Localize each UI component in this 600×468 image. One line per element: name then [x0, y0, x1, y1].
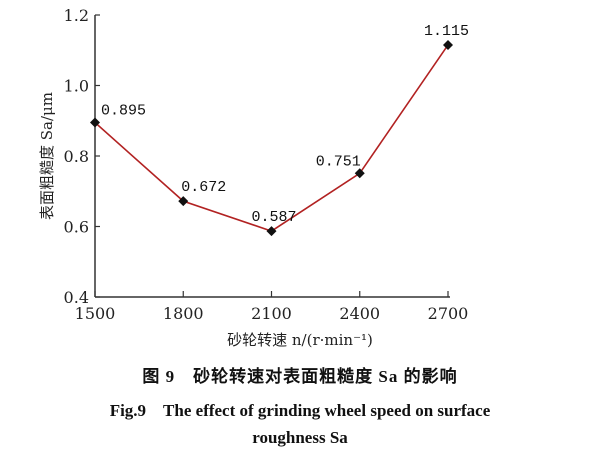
caption-english-line2: roughness Sa: [252, 428, 348, 447]
data-point: [354, 168, 365, 179]
data-label: 0.751: [316, 153, 361, 170]
x-axis-label: 砂轮转速 n/(r·min⁻¹): [227, 331, 373, 349]
y-tick-label: 0.4: [64, 288, 89, 307]
y-tick-label: 0.8: [64, 147, 89, 166]
x-tick-label: 1500: [75, 304, 116, 323]
caption-chinese: 图 9 砂轮转速对表面粗糙度 Sa 的影响: [142, 367, 458, 386]
series-line: [94, 44, 449, 232]
y-tick-label: 1.0: [64, 77, 89, 96]
line-chart: 1500 1800 2100 2400 2700 0.4 0.6 0.8 1.0 1.2 0.89…: [38, 6, 469, 349]
caption-english-line1: Fig.9 The effect of grinding wheel speed…: [109, 401, 491, 420]
data-point: [90, 117, 100, 128]
x-tick-label: 2100: [251, 304, 292, 323]
data-label: 0.587: [252, 209, 297, 226]
data-label: 0.672: [181, 179, 226, 196]
data-point: [178, 196, 189, 207]
x-tick-label: 1800: [163, 304, 204, 323]
y-tick-label: 1.2: [64, 6, 89, 25]
data-point: [266, 226, 277, 237]
y-axis-label: 表面粗糙度 Sa/μm: [38, 92, 56, 220]
y-tick-label: 0.6: [64, 218, 89, 237]
data-label: 0.895: [101, 103, 146, 120]
data-point: [443, 39, 453, 50]
x-tick-label: 2400: [339, 304, 380, 323]
data-label: 1.115: [424, 23, 469, 40]
x-tick-label: 2700: [428, 304, 469, 323]
